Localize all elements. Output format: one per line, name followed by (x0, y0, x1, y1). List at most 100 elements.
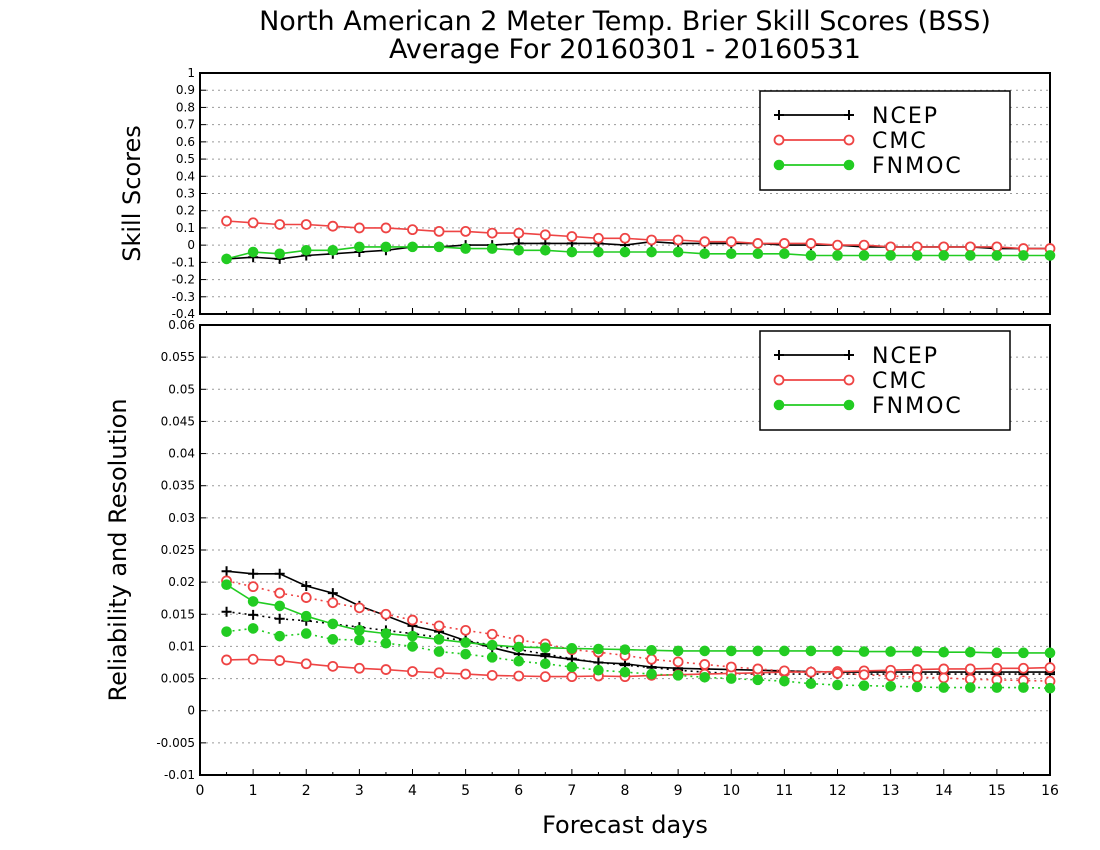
data-point (964, 241, 976, 253)
series-fnmoc (221, 579, 1056, 659)
data-point (778, 238, 790, 249)
data-point (911, 646, 923, 657)
data-point (885, 241, 897, 253)
data-point (433, 620, 445, 632)
data-point (247, 581, 259, 593)
data-point (672, 656, 684, 668)
y-tick-label: 0.2 (176, 204, 195, 218)
data-point (486, 669, 498, 681)
plot-frame (199, 72, 1051, 315)
series-line (226, 220, 1050, 250)
data-point (965, 682, 976, 693)
data-point (938, 646, 950, 658)
skill-score-panel: 1 0.9 0.8 0.7 0.6 0.5 0.4 0.3 0.2 0.1 0 -0.1 -0.2 -0.… (118, 66, 1056, 321)
data-point (699, 236, 711, 248)
data-point (858, 250, 870, 261)
data-point (965, 250, 976, 261)
y-tick-label: 0.015 (161, 607, 195, 621)
data-point (832, 668, 843, 679)
data-point (486, 227, 498, 239)
data-point (380, 637, 392, 649)
data-point (858, 239, 870, 251)
data-point (460, 648, 471, 660)
data-point (938, 663, 950, 675)
data-point (460, 243, 471, 254)
y-tick-label: 0.01 (168, 639, 195, 653)
y-tick-label: 0.05 (168, 382, 195, 396)
data-point (247, 246, 259, 258)
y-axis-label: Reliability and Resolution (104, 398, 132, 701)
data-point (354, 241, 365, 253)
data-point (752, 674, 764, 686)
data-point (221, 626, 232, 637)
data-point (274, 248, 285, 260)
data-point (433, 241, 445, 253)
data-point (327, 588, 338, 599)
data-point (300, 245, 312, 256)
legend-marker (843, 134, 855, 146)
x-tick-label: 15 (988, 783, 1006, 799)
data-point (274, 613, 285, 624)
data-point (380, 241, 392, 253)
data-point (911, 681, 923, 693)
data-point (540, 245, 551, 256)
data-point (1044, 682, 1056, 694)
x-tick-label: 2 (302, 783, 311, 799)
y-tick-label: 0.045 (161, 414, 195, 428)
data-point (486, 243, 498, 254)
data-point (1018, 250, 1029, 261)
data-point (380, 664, 392, 675)
y-tick-label: -0.3 (172, 290, 195, 304)
series-cmc (221, 653, 1056, 683)
data-point (353, 662, 365, 674)
y-tick-label: 0.04 (168, 447, 195, 461)
data-point (513, 655, 525, 667)
data-point (991, 662, 1003, 674)
data-point (805, 645, 817, 657)
data-point (646, 653, 657, 665)
data-point (752, 645, 764, 657)
y-tick-label: -0.2 (172, 273, 195, 287)
data-point (407, 641, 418, 652)
y-tick-label: 0.3 (176, 187, 195, 201)
series-line (226, 240, 1050, 260)
x-tick-label: 14 (935, 783, 953, 799)
legend-marker (844, 110, 854, 120)
data-point (725, 236, 737, 248)
data-point (301, 581, 312, 591)
data-point (407, 630, 418, 642)
data-point (248, 609, 259, 620)
data-point (911, 250, 923, 261)
data-point (247, 596, 259, 607)
y-tick-label: 0.7 (176, 118, 195, 132)
data-point (380, 222, 392, 234)
data-point (593, 664, 604, 676)
legend-label-fnmoc: FNMOC (872, 394, 963, 419)
data-point (513, 670, 525, 682)
data-point (858, 669, 870, 681)
y-axis-label: Skill Scores (118, 125, 146, 262)
x-tick-label: 10 (722, 783, 740, 799)
data-point (646, 246, 657, 258)
data-point (593, 643, 604, 655)
data-point (274, 219, 286, 230)
data-point (460, 624, 472, 636)
x-tick-label: 1 (249, 783, 258, 799)
data-point (274, 568, 285, 579)
data-point (540, 658, 551, 670)
data-point (327, 245, 339, 256)
legend-marker (773, 374, 785, 386)
y-tick-label: 0.1 (176, 221, 195, 235)
data-point (354, 625, 365, 636)
data-point (725, 248, 737, 260)
data-point (752, 248, 764, 260)
series-line (226, 570, 1050, 673)
data-point (619, 666, 631, 678)
series-ncep (221, 236, 1055, 264)
data-point (540, 642, 551, 654)
data-point (832, 250, 843, 261)
data-point (327, 634, 339, 645)
data-point (486, 639, 498, 651)
